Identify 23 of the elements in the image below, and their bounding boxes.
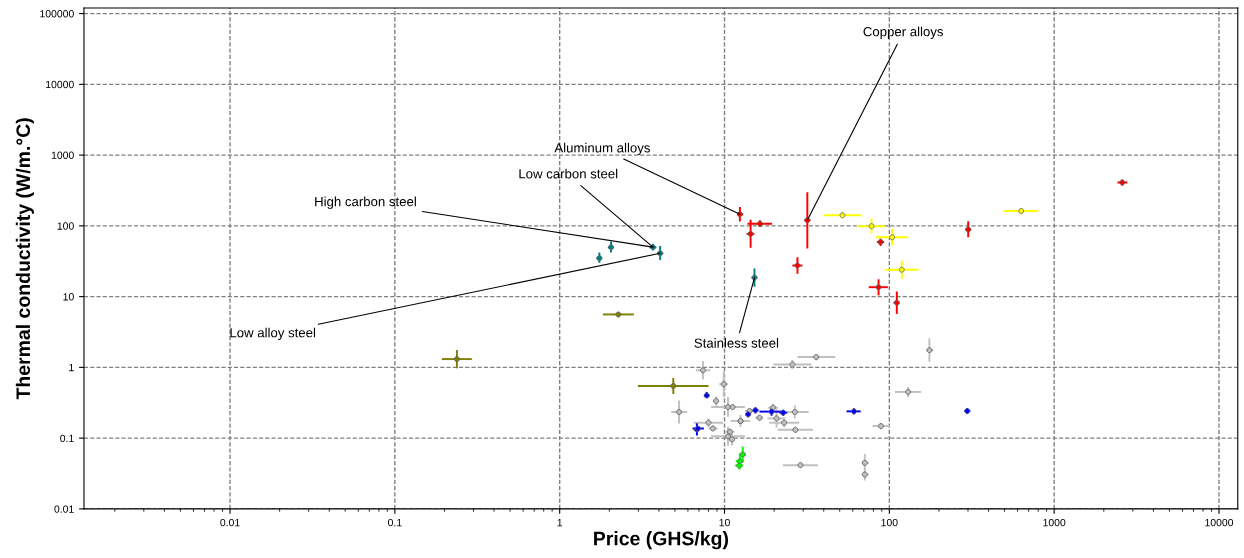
x-tick-label: 0.01 — [220, 518, 240, 527]
x-axis-title: Price (GHS/kg) — [594, 531, 728, 550]
annotation: Copper alloys — [863, 26, 944, 39]
y-axis-title: Thermal conductivity (W/m.°C) — [15, 118, 34, 400]
x-tick-label: 1000 — [1043, 518, 1066, 527]
x-tick-label: 100 — [881, 518, 898, 527]
annotation: Stainless steel — [694, 338, 779, 348]
y-tick-label: 1 — [69, 363, 74, 372]
x-tick-label: 10000 — [1205, 518, 1234, 527]
y-tick-label: 1000 — [51, 151, 74, 159]
y-tick-label: 10000 — [46, 80, 74, 89]
y-tick-label: 100 — [57, 222, 74, 230]
y-tick-label: 0.1 — [60, 434, 74, 443]
annotation: Aluminum alloys — [554, 142, 650, 156]
annotation: Low alloy steel — [230, 327, 316, 340]
x-tick-label: 1 — [557, 519, 563, 527]
annotation: Low carbon steel — [519, 168, 618, 179]
y-tick-label: 10 — [63, 293, 74, 301]
annotation: High carbon steel — [315, 196, 416, 209]
x-tick-label: 10 — [719, 518, 730, 527]
y-tick-label: 100000 — [40, 10, 74, 18]
y-tick-label: 0.01 — [54, 505, 74, 513]
x-tick-label: 0.1 — [388, 518, 402, 527]
